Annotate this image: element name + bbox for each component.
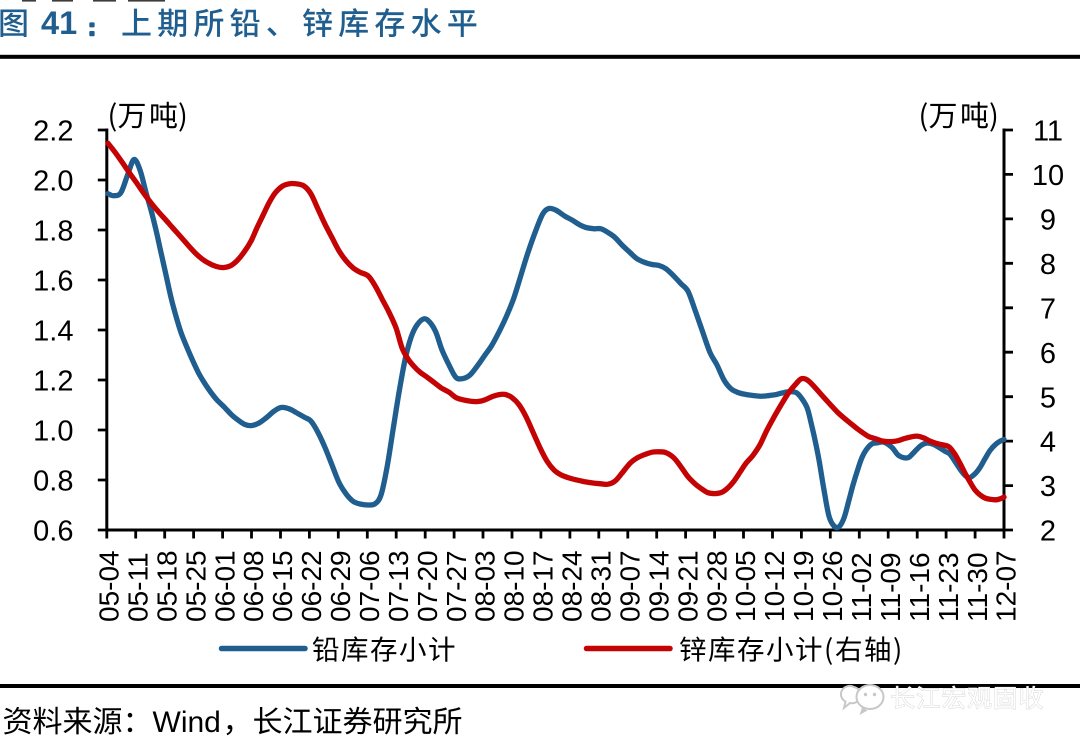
svg-text:1.0: 1.0 bbox=[33, 416, 73, 448]
svg-text:1.4: 1.4 bbox=[33, 316, 73, 348]
svg-text:06-01: 06-01 bbox=[209, 550, 240, 622]
svg-text:05-25: 05-25 bbox=[180, 550, 211, 622]
svg-text:08-24: 08-24 bbox=[557, 550, 588, 622]
svg-text:2.0: 2.0 bbox=[33, 166, 73, 198]
svg-text:10-12: 10-12 bbox=[759, 550, 790, 622]
svg-text:11-16: 11-16 bbox=[904, 552, 935, 622]
svg-text:9: 9 bbox=[1040, 205, 1056, 237]
svg-text:1.8: 1.8 bbox=[33, 216, 73, 248]
svg-text:08-10: 08-10 bbox=[499, 550, 530, 622]
svg-text:08-31: 08-31 bbox=[586, 550, 617, 622]
svg-text:11-23: 11-23 bbox=[933, 552, 964, 622]
svg-text:3: 3 bbox=[1040, 471, 1056, 503]
svg-text:1.6: 1.6 bbox=[33, 266, 73, 298]
svg-text:8: 8 bbox=[1040, 249, 1056, 281]
svg-text:0.6: 0.6 bbox=[33, 516, 73, 548]
svg-text:07-13: 07-13 bbox=[383, 550, 414, 622]
svg-text:1.2: 1.2 bbox=[33, 366, 73, 398]
svg-text:41: 41 bbox=[41, 5, 77, 41]
svg-text:08-17: 08-17 bbox=[528, 550, 559, 622]
svg-text:10-19: 10-19 bbox=[788, 550, 819, 622]
svg-text:09-21: 09-21 bbox=[672, 550, 703, 622]
svg-text:11-09: 11-09 bbox=[875, 552, 906, 622]
svg-text:09-28: 09-28 bbox=[701, 550, 732, 622]
svg-text:6: 6 bbox=[1040, 338, 1056, 370]
svg-text:11-30: 11-30 bbox=[962, 552, 993, 622]
svg-text:5: 5 bbox=[1040, 382, 1056, 414]
svg-text:09-07: 09-07 bbox=[615, 550, 646, 622]
svg-text:06-29: 06-29 bbox=[325, 550, 356, 622]
svg-text:11-02: 11-02 bbox=[846, 552, 877, 622]
svg-text:05-18: 05-18 bbox=[151, 550, 182, 622]
svg-text:06-15: 06-15 bbox=[267, 550, 298, 622]
svg-text:05-11: 05-11 bbox=[122, 552, 153, 622]
svg-text:2.2: 2.2 bbox=[33, 116, 73, 148]
svg-text:07-27: 07-27 bbox=[441, 550, 472, 622]
svg-text:12-07: 12-07 bbox=[991, 550, 1022, 622]
svg-text:11: 11 bbox=[1033, 116, 1063, 148]
svg-text:06-22: 06-22 bbox=[296, 550, 327, 622]
svg-text:07-20: 07-20 bbox=[412, 550, 443, 622]
svg-text:10-05: 10-05 bbox=[730, 550, 761, 622]
svg-text:06-08: 06-08 bbox=[238, 550, 269, 622]
svg-text:4: 4 bbox=[1040, 427, 1056, 459]
svg-text:05-04: 05-04 bbox=[94, 550, 125, 622]
svg-text:7: 7 bbox=[1040, 293, 1056, 325]
svg-text:Wind: Wind bbox=[153, 706, 221, 739]
svg-text:10-26: 10-26 bbox=[817, 550, 848, 622]
svg-text:0.8: 0.8 bbox=[33, 466, 73, 498]
svg-text:10: 10 bbox=[1032, 160, 1064, 192]
svg-text:08-03: 08-03 bbox=[470, 550, 501, 622]
svg-text:07-06: 07-06 bbox=[354, 550, 385, 622]
svg-text:2: 2 bbox=[1040, 516, 1056, 548]
svg-text:09-14: 09-14 bbox=[643, 550, 674, 622]
